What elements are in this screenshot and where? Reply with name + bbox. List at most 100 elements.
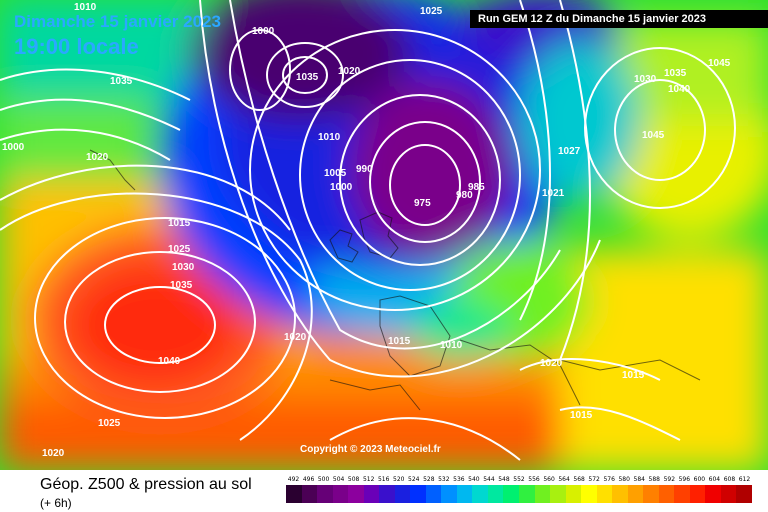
scale-tick: 556	[528, 476, 540, 483]
label-1020-sw: 1020	[42, 448, 65, 459]
scale-swatch	[394, 485, 411, 503]
pressure-labels: 1040 1035 1030 1025 1015 1020 1000 1035 …	[2, 2, 731, 459]
scale-tick: 524	[408, 476, 420, 483]
label-980: 980	[456, 190, 473, 201]
label-1045: 1045	[642, 130, 665, 141]
scale-swatch	[441, 485, 457, 503]
scale-tick: 588	[648, 476, 660, 483]
forecast-date: Dimanche 15 janvier 2023	[14, 12, 221, 31]
scale-tick: 560	[543, 476, 555, 483]
legend-subtitle: (+ 6h)	[40, 496, 72, 510]
scale-tick: 576	[603, 476, 615, 483]
scale-tick: 532	[438, 476, 450, 483]
scale-tick: 504	[332, 476, 345, 483]
scale-tick: 580	[618, 476, 630, 483]
label-1040: 1040	[158, 356, 181, 367]
scale-tick: 496	[302, 476, 315, 483]
scale-tick: 572	[588, 476, 600, 483]
scale-swatch	[503, 485, 519, 503]
scale-swatch	[317, 485, 333, 503]
label-1015-s: 1015	[388, 336, 411, 347]
scale-swatch	[487, 485, 504, 503]
color-scale: 492 496 500 504 508 512 516 520 524 528 532 536 540 5…	[286, 476, 752, 510]
label-1025: 1025	[168, 244, 191, 255]
label-1021: 1021	[542, 188, 565, 199]
label-1020: 1020	[86, 152, 109, 163]
label-1015-sse: 1015	[570, 410, 593, 421]
forecast-time: 19:00 locale	[14, 34, 139, 59]
scale-tick: 608	[723, 476, 736, 483]
scale-swatch	[736, 485, 752, 503]
label-1005: 1005	[324, 168, 347, 179]
label-1020-n: 1020	[338, 66, 361, 77]
scale-swatch	[596, 485, 613, 503]
scale-swatch	[627, 485, 644, 503]
scale-tick: 584	[633, 476, 645, 483]
scale-swatch	[612, 485, 628, 503]
scale-tick: 564	[558, 476, 570, 483]
scale-swatch	[301, 485, 318, 503]
scale-swatch	[348, 485, 364, 503]
scale-swatch	[410, 485, 426, 503]
label-1025-n: 1025	[420, 6, 443, 17]
scale-tick: 536	[453, 476, 465, 483]
scale-swatch	[720, 485, 737, 503]
label-1010: 1010	[318, 132, 341, 143]
weather-map: 1040 1035 1030 1025 1015 1020 1000 1035 …	[0, 0, 768, 470]
scale-tick: 604	[708, 476, 721, 483]
scale-tick: 568	[573, 476, 585, 483]
scale-tick: 492	[287, 476, 300, 483]
scale-tick: 512	[362, 476, 375, 483]
label-1030-e: 1030	[634, 74, 657, 85]
scale-swatch	[550, 485, 566, 503]
label-1010-n: 1010	[74, 2, 97, 13]
label-1015: 1015	[168, 218, 191, 229]
label-1030: 1030	[172, 262, 195, 273]
scale-tick: 548	[498, 476, 510, 483]
label-1027: 1027	[558, 146, 581, 157]
scale-swatch	[286, 485, 302, 503]
scale-swatch	[534, 485, 551, 503]
isobars	[0, 0, 736, 461]
map-canvas: 1040 1035 1030 1025 1015 1020 1000 1035 …	[0, 0, 768, 470]
scale-tick: 592	[663, 476, 676, 483]
legend-title: Géop. Z500 & pression au sol	[40, 476, 252, 493]
color-scale-bar	[286, 485, 752, 503]
label-1035-e: 1035	[664, 68, 687, 79]
label-1045-ne: 1045	[708, 58, 731, 69]
label-1040-e: 1040	[668, 84, 691, 95]
scale-swatch	[472, 485, 488, 503]
scale-tick: 528	[423, 476, 435, 483]
scale-swatch	[425, 485, 442, 503]
label-1010-s: 1010	[440, 340, 463, 351]
label-1000-c: 1000	[330, 182, 353, 193]
scale-tick: 516	[377, 476, 390, 483]
label-975: 975	[414, 198, 431, 209]
label-1035-nw: 1035	[110, 76, 133, 87]
label-990: 990	[356, 164, 373, 175]
legend-footer: Géop. Z500 & pression au sol (+ 6h) 492 4…	[0, 470, 768, 512]
scale-swatch	[332, 485, 349, 503]
scale-swatch	[565, 485, 582, 503]
coastlines	[89, 149, 701, 411]
label-1035-low: 1035	[296, 72, 319, 83]
scale-tick: 500	[317, 476, 330, 483]
scale-swatch	[379, 485, 395, 503]
color-scale-ticks: 492 496 500 504 508 512 516 520 524 528 532 536 540 5…	[286, 476, 752, 483]
scale-tick: 508	[347, 476, 360, 483]
scale-tick: 612	[738, 476, 751, 483]
label-1020-se: 1020	[540, 358, 563, 369]
geopotential-field	[0, 0, 768, 470]
label-1025-s: 1025	[98, 418, 121, 429]
label-1000: 1000	[2, 142, 25, 153]
scale-tick: 552	[513, 476, 525, 483]
run-info: Run GEM 12 Z du Dimanche 15 janvier 2023	[470, 10, 768, 28]
scale-tick: 596	[678, 476, 691, 483]
label-1020-s: 1020	[284, 332, 307, 343]
scale-swatch	[643, 485, 659, 503]
label-1035: 1035	[170, 280, 193, 291]
label-1000-nw: 1000	[252, 26, 275, 37]
scale-swatch	[689, 485, 706, 503]
scale-tick: 540	[468, 476, 480, 483]
scale-tick: 520	[393, 476, 405, 483]
